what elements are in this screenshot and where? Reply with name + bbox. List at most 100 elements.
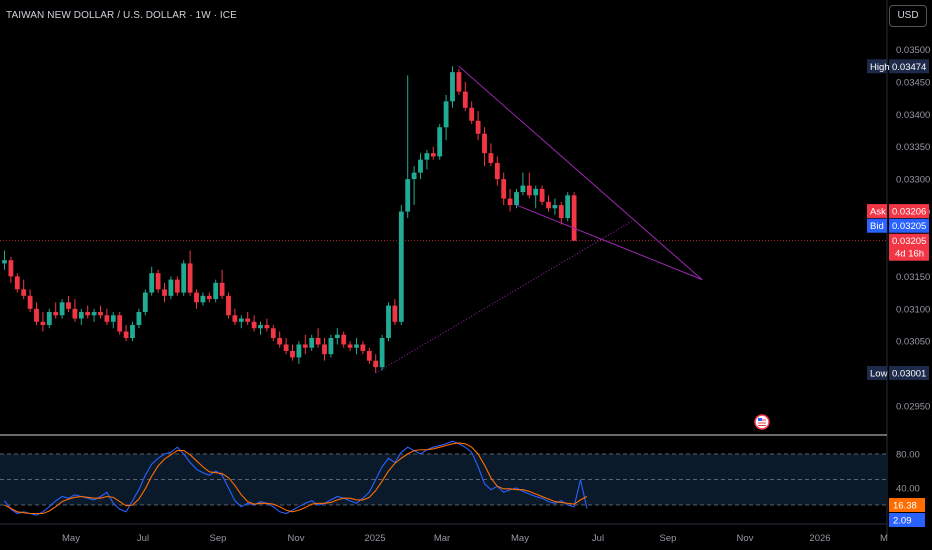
candle-body (91, 312, 97, 316)
candle-body (117, 315, 123, 332)
chart-title: TAIWAN NEW DOLLAR / U.S. DOLLAR · 1W · I… (6, 10, 237, 21)
time-axis-label: Nov (737, 533, 754, 544)
bid-tag-label: Bid (870, 221, 884, 232)
bid-tag-value: 0.03205 (892, 221, 926, 232)
candle-body (501, 179, 507, 199)
candle-body (494, 162, 500, 180)
price-tick-label: 0.03500 (896, 45, 930, 56)
candle-body (155, 273, 161, 290)
candle-body (411, 172, 417, 180)
candle-body (181, 263, 187, 293)
candle-body (450, 72, 455, 102)
candle-body (437, 127, 443, 157)
ask-tag-label: Ask (870, 207, 886, 218)
candle-body (520, 185, 526, 193)
candle-body (53, 312, 59, 316)
high-tag-value: 0.03474 (892, 62, 926, 73)
candle-body (232, 315, 238, 322)
candle-body (21, 289, 27, 296)
candle-body (2, 260, 7, 264)
candle-body (533, 188, 539, 196)
candle-body (219, 282, 225, 296)
candle-body (270, 328, 276, 338)
candle-body (373, 360, 379, 368)
time-axis-label: 2025 (364, 533, 385, 544)
stoch-d-tag-bg (889, 513, 925, 527)
candle-body (418, 159, 423, 173)
currency-button[interactable]: USD (889, 5, 927, 27)
candle-body (98, 312, 103, 316)
time-axis-label: M (880, 533, 888, 544)
time-axis-label: Sep (210, 533, 227, 544)
candle-body (85, 312, 91, 316)
candle-body (123, 331, 129, 338)
time-axis-label: Mar (434, 533, 450, 544)
candle-body (514, 192, 519, 206)
candle-body (507, 198, 513, 206)
time-axis-label: Jul (137, 533, 149, 544)
last-price-value: 0.03205 (892, 236, 926, 247)
ask-tag-value: 0.03206 (892, 207, 926, 218)
low-tag-value-bg (889, 365, 929, 380)
stoch-k-line (4, 440, 588, 516)
candle-body (187, 263, 193, 293)
ask-tag-label-bg (867, 204, 887, 219)
candle-body (194, 292, 199, 303)
candle-body (136, 312, 142, 326)
candle-body (334, 334, 340, 338)
low-tag-value: 0.03001 (892, 368, 926, 379)
candle-body (46, 312, 52, 326)
bid-tag-value-bg (889, 218, 929, 233)
trendline (516, 204, 703, 281)
candle-body (264, 325, 270, 329)
candle-body (290, 350, 295, 358)
candle-body (226, 295, 231, 316)
candle-body (258, 325, 263, 329)
ask-tag-value-bg (889, 204, 929, 219)
candle-body (283, 344, 289, 351)
candle-body (206, 295, 212, 300)
candle-body (354, 344, 359, 348)
candle-body (40, 321, 46, 326)
price-tick-label: 0.03150 (896, 272, 930, 283)
candle-body (405, 179, 411, 212)
candle-body (168, 279, 174, 296)
candle-body (488, 153, 494, 163)
stoch-tick-label: 40.00 (896, 484, 920, 495)
price-tick-label: 0.03050 (896, 337, 930, 348)
trendline (458, 65, 703, 281)
candle-body (27, 295, 33, 309)
high-tag-label-bg (867, 59, 887, 74)
time-axis-label: Sep (660, 533, 677, 544)
candle-body (443, 101, 449, 128)
candle-body (162, 289, 167, 296)
candle-body (315, 337, 321, 345)
candle-body (110, 315, 116, 322)
candle-body (8, 260, 14, 277)
candle-body (398, 211, 404, 322)
price-tick-label: 0.03400 (896, 110, 930, 121)
stoch-d-value: 2.09 (893, 516, 912, 527)
candle-body (309, 337, 315, 348)
price-tick-label: 0.03450 (896, 77, 930, 88)
price-tick-label: 0.02950 (896, 402, 930, 413)
candle-body (59, 302, 65, 316)
candle-body (565, 195, 571, 219)
low-tag-label-bg (867, 365, 887, 380)
time-axis-label: May (511, 533, 529, 544)
candle-body (245, 318, 251, 322)
candle-body (142, 292, 148, 313)
trendline (375, 220, 632, 374)
candle-body (251, 321, 257, 329)
countdown-label: 4d 16h (895, 249, 924, 260)
candle-body (552, 205, 558, 209)
candle-body (213, 282, 219, 300)
candle-body (78, 312, 84, 319)
candle-body (34, 308, 39, 322)
time-axis-label: 2026 (809, 533, 830, 544)
stoch-k-value: 16.38 (893, 501, 917, 512)
candle-body (430, 153, 436, 157)
candle-body (469, 107, 475, 121)
candle-body (462, 91, 468, 108)
